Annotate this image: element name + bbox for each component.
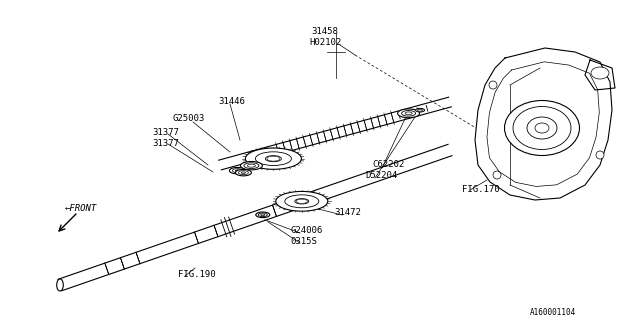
Ellipse shape bbox=[232, 169, 243, 173]
Text: D52204: D52204 bbox=[365, 171, 397, 180]
Ellipse shape bbox=[295, 199, 309, 204]
Ellipse shape bbox=[261, 214, 265, 216]
Text: FIG.170: FIG.170 bbox=[462, 185, 500, 194]
Ellipse shape bbox=[255, 152, 291, 165]
Text: 31446: 31446 bbox=[218, 97, 245, 106]
Ellipse shape bbox=[236, 170, 239, 172]
Ellipse shape bbox=[418, 109, 422, 111]
Ellipse shape bbox=[276, 191, 328, 211]
Ellipse shape bbox=[596, 151, 604, 159]
Ellipse shape bbox=[245, 148, 301, 169]
Text: FIG.190: FIG.190 bbox=[178, 270, 216, 279]
Ellipse shape bbox=[535, 123, 549, 133]
Ellipse shape bbox=[415, 108, 424, 112]
Ellipse shape bbox=[259, 213, 268, 217]
Ellipse shape bbox=[285, 195, 319, 208]
Text: G24006: G24006 bbox=[290, 226, 323, 235]
Ellipse shape bbox=[267, 156, 280, 161]
Ellipse shape bbox=[241, 172, 245, 173]
Ellipse shape bbox=[513, 107, 571, 149]
Text: 31458: 31458 bbox=[312, 27, 339, 36]
Ellipse shape bbox=[296, 199, 307, 204]
Ellipse shape bbox=[266, 156, 282, 162]
Text: G25003: G25003 bbox=[172, 114, 204, 123]
Ellipse shape bbox=[405, 112, 412, 115]
Ellipse shape bbox=[256, 212, 270, 218]
Text: 0315S: 0315S bbox=[290, 237, 317, 246]
Text: H02102: H02102 bbox=[309, 38, 341, 47]
Ellipse shape bbox=[591, 67, 609, 79]
Text: A160001104: A160001104 bbox=[530, 308, 576, 317]
Text: ←FRONT: ←FRONT bbox=[65, 204, 97, 213]
Text: 31377: 31377 bbox=[152, 128, 179, 137]
Ellipse shape bbox=[248, 164, 255, 167]
Ellipse shape bbox=[239, 171, 248, 175]
Ellipse shape bbox=[527, 117, 557, 139]
Ellipse shape bbox=[402, 110, 415, 116]
Ellipse shape bbox=[244, 163, 259, 169]
Text: 31472: 31472 bbox=[334, 208, 361, 217]
Ellipse shape bbox=[236, 170, 252, 176]
Text: 31377: 31377 bbox=[152, 139, 179, 148]
Ellipse shape bbox=[504, 100, 579, 156]
Ellipse shape bbox=[489, 81, 497, 89]
Ellipse shape bbox=[241, 162, 262, 170]
Ellipse shape bbox=[229, 167, 245, 174]
Ellipse shape bbox=[397, 109, 420, 118]
Text: C62202: C62202 bbox=[372, 160, 404, 169]
Ellipse shape bbox=[493, 171, 501, 179]
Ellipse shape bbox=[57, 279, 63, 291]
